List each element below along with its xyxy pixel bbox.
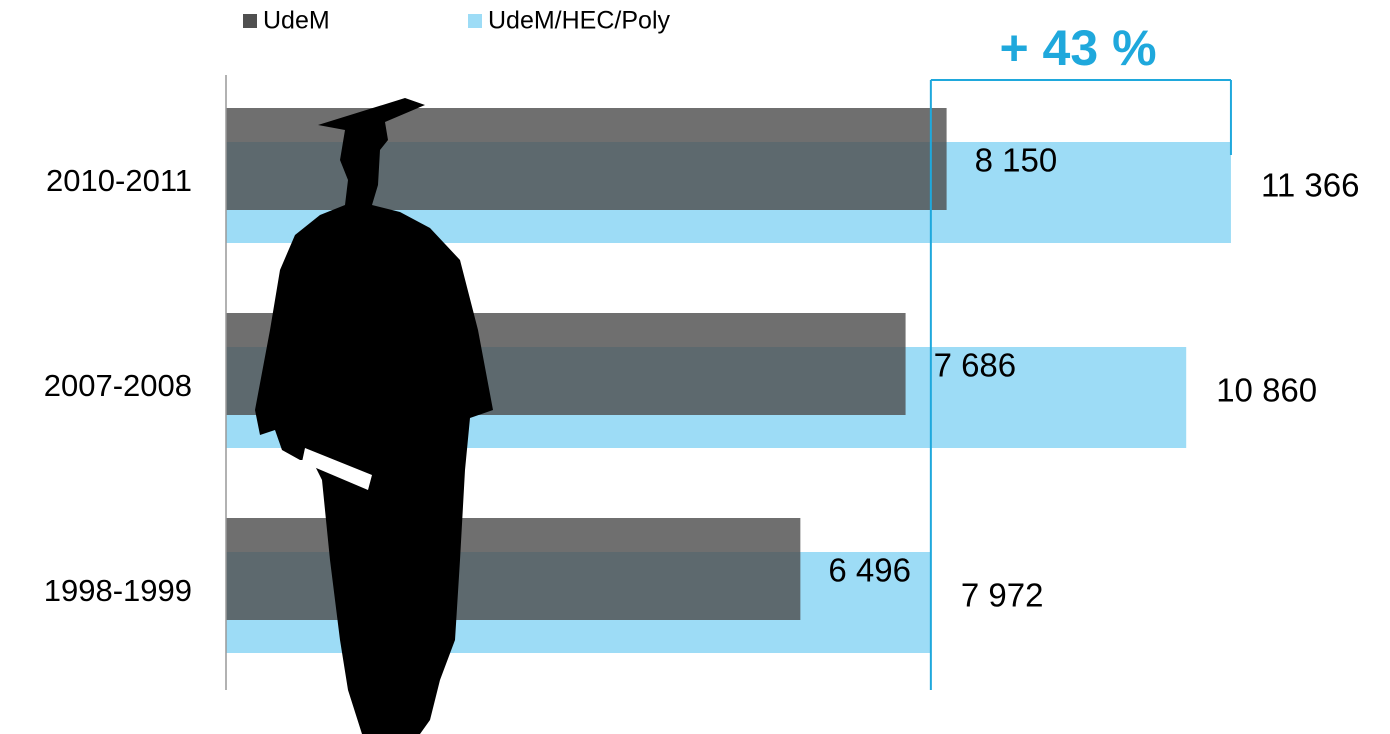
data-label: 6 496: [828, 552, 911, 589]
data-label: 8 150: [975, 142, 1058, 179]
legend-label: UdeM/HEC/Poly: [488, 7, 670, 35]
y-tick-label: 2007-2008: [44, 368, 192, 403]
legend-label: UdeM: [263, 7, 330, 35]
data-label: 10 860: [1216, 372, 1317, 409]
graduate-silhouette: [255, 98, 493, 734]
data-label: 11 366: [1261, 167, 1359, 204]
legend-swatch: [243, 14, 257, 28]
bar: [226, 518, 801, 620]
data-label: 7 972: [961, 577, 1044, 614]
y-tick-label: 2010-2011: [46, 163, 192, 198]
data-label: 7 686: [934, 347, 1017, 384]
legend-swatch: [468, 14, 482, 28]
y-tick-label: 1998-1999: [44, 573, 192, 608]
annotation: + 43 %: [999, 20, 1156, 76]
